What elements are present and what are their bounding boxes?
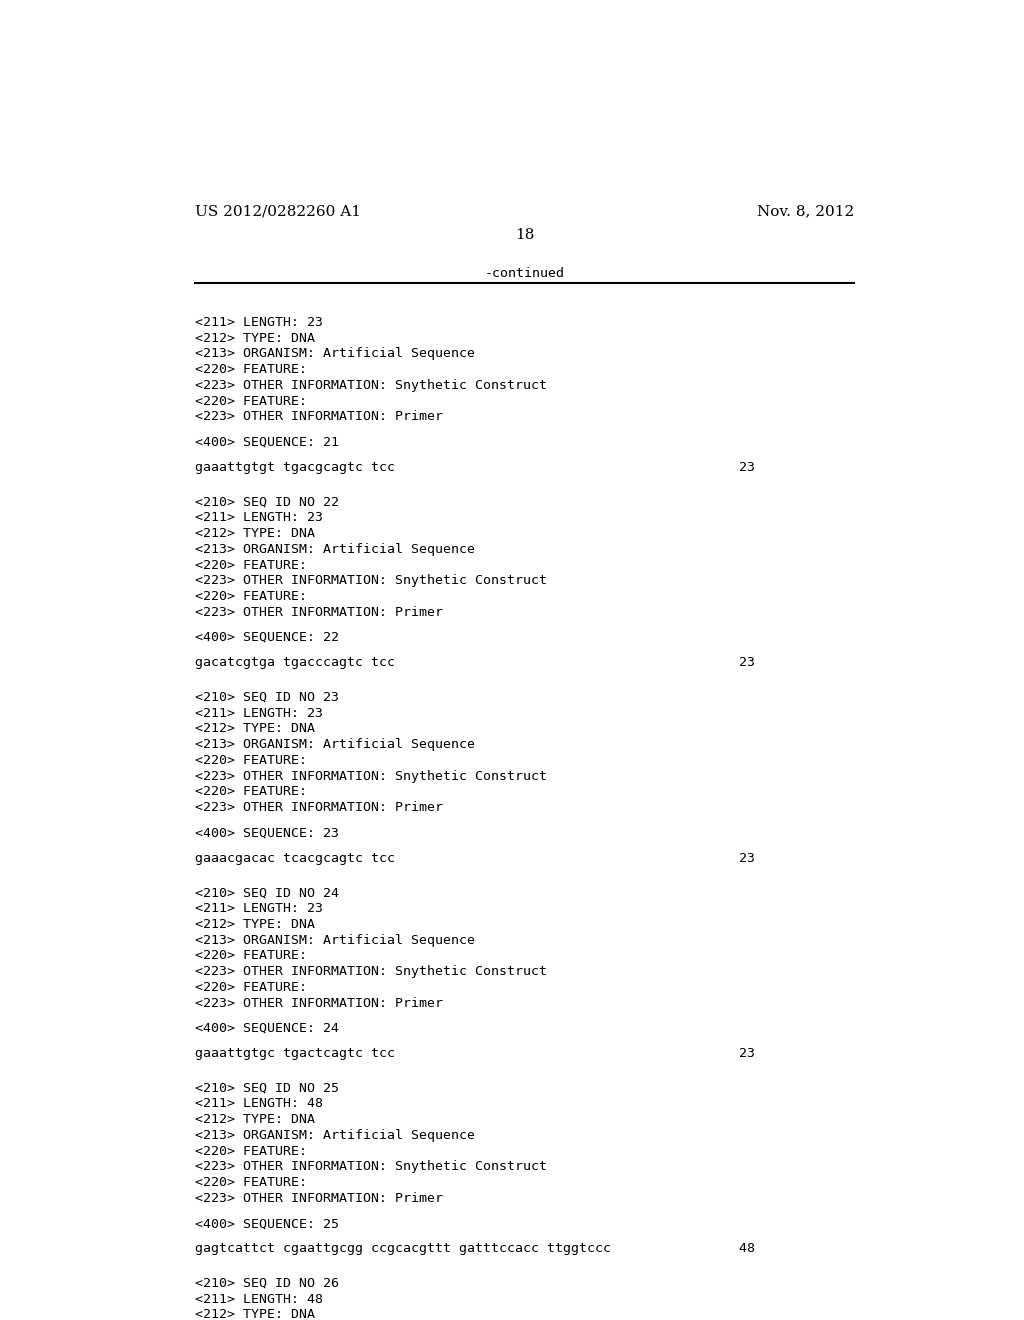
Text: gaaacgacac tcacgcagtc tcc                                           23: gaaacgacac tcacgcagtc tcc 23 <box>196 851 756 865</box>
Text: <212> TYPE: DNA: <212> TYPE: DNA <box>196 722 315 735</box>
Text: <220> FEATURE:: <220> FEATURE: <box>196 785 307 799</box>
Text: <212> TYPE: DNA: <212> TYPE: DNA <box>196 1113 315 1126</box>
Text: gaaattgtgt tgacgcagtc tcc                                           23: gaaattgtgt tgacgcagtc tcc 23 <box>196 461 756 474</box>
Text: <212> TYPE: DNA: <212> TYPE: DNA <box>196 527 315 540</box>
Text: <213> ORGANISM: Artificial Sequence: <213> ORGANISM: Artificial Sequence <box>196 1129 475 1142</box>
Text: <223> OTHER INFORMATION: Primer: <223> OTHER INFORMATION: Primer <box>196 801 443 814</box>
Text: <213> ORGANISM: Artificial Sequence: <213> ORGANISM: Artificial Sequence <box>196 347 475 360</box>
Text: <220> FEATURE:: <220> FEATURE: <box>196 590 307 603</box>
Text: <223> OTHER INFORMATION: Snythetic Construct: <223> OTHER INFORMATION: Snythetic Const… <box>196 379 548 392</box>
Text: <211> LENGTH: 23: <211> LENGTH: 23 <box>196 706 324 719</box>
Text: <210> SEQ ID NO 26: <210> SEQ ID NO 26 <box>196 1276 340 1290</box>
Text: <220> FEATURE:: <220> FEATURE: <box>196 363 307 376</box>
Text: gagtcattct cgaattgcgg ccgcacgttt gatttccacc ttggtccc                48: gagtcattct cgaattgcgg ccgcacgttt gatttcc… <box>196 1242 756 1255</box>
Text: <223> OTHER INFORMATION: Primer: <223> OTHER INFORMATION: Primer <box>196 411 443 424</box>
Text: <220> FEATURE:: <220> FEATURE: <box>196 754 307 767</box>
Text: <210> SEQ ID NO 23: <210> SEQ ID NO 23 <box>196 690 340 704</box>
Text: <211> LENGTH: 23: <211> LENGTH: 23 <box>196 511 324 524</box>
Text: <220> FEATURE:: <220> FEATURE: <box>196 981 307 994</box>
Text: <213> ORGANISM: Artificial Sequence: <213> ORGANISM: Artificial Sequence <box>196 933 475 946</box>
Text: <223> OTHER INFORMATION: Snythetic Construct: <223> OTHER INFORMATION: Snythetic Const… <box>196 574 548 587</box>
Text: <210> SEQ ID NO 25: <210> SEQ ID NO 25 <box>196 1081 340 1094</box>
Text: Nov. 8, 2012: Nov. 8, 2012 <box>757 205 854 218</box>
Text: gaaattgtgc tgactcagtc tcc                                           23: gaaattgtgc tgactcagtc tcc 23 <box>196 1047 756 1060</box>
Text: US 2012/0282260 A1: US 2012/0282260 A1 <box>196 205 361 218</box>
Text: <223> OTHER INFORMATION: Snythetic Construct: <223> OTHER INFORMATION: Snythetic Const… <box>196 1160 548 1173</box>
Text: <400> SEQUENCE: 24: <400> SEQUENCE: 24 <box>196 1022 340 1035</box>
Text: <213> ORGANISM: Artificial Sequence: <213> ORGANISM: Artificial Sequence <box>196 738 475 751</box>
Text: <211> LENGTH: 23: <211> LENGTH: 23 <box>196 315 324 329</box>
Text: -continued: -continued <box>484 267 565 280</box>
Text: <400> SEQUENCE: 21: <400> SEQUENCE: 21 <box>196 436 340 449</box>
Text: <211> LENGTH: 48: <211> LENGTH: 48 <box>196 1292 324 1305</box>
Text: <223> OTHER INFORMATION: Primer: <223> OTHER INFORMATION: Primer <box>196 997 443 1010</box>
Text: <400> SEQUENCE: 22: <400> SEQUENCE: 22 <box>196 631 340 644</box>
Text: <223> OTHER INFORMATION: Primer: <223> OTHER INFORMATION: Primer <box>196 606 443 619</box>
Text: <211> LENGTH: 48: <211> LENGTH: 48 <box>196 1097 324 1110</box>
Text: <213> ORGANISM: Artificial Sequence: <213> ORGANISM: Artificial Sequence <box>196 543 475 556</box>
Text: <220> FEATURE:: <220> FEATURE: <box>196 1176 307 1189</box>
Text: <223> OTHER INFORMATION: Snythetic Construct: <223> OTHER INFORMATION: Snythetic Const… <box>196 770 548 783</box>
Text: <220> FEATURE:: <220> FEATURE: <box>196 558 307 572</box>
Text: <212> TYPE: DNA: <212> TYPE: DNA <box>196 1308 315 1320</box>
Text: <212> TYPE: DNA: <212> TYPE: DNA <box>196 331 315 345</box>
Text: <400> SEQUENCE: 23: <400> SEQUENCE: 23 <box>196 826 340 840</box>
Text: <220> FEATURE:: <220> FEATURE: <box>196 395 307 408</box>
Text: <210> SEQ ID NO 22: <210> SEQ ID NO 22 <box>196 495 340 508</box>
Text: <223> OTHER INFORMATION: Snythetic Construct: <223> OTHER INFORMATION: Snythetic Const… <box>196 965 548 978</box>
Text: <211> LENGTH: 23: <211> LENGTH: 23 <box>196 902 324 915</box>
Text: <400> SEQUENCE: 25: <400> SEQUENCE: 25 <box>196 1217 340 1230</box>
Text: <220> FEATURE:: <220> FEATURE: <box>196 949 307 962</box>
Text: <212> TYPE: DNA: <212> TYPE: DNA <box>196 917 315 931</box>
Text: gacatcgtga tgacccagtc tcc                                           23: gacatcgtga tgacccagtc tcc 23 <box>196 656 756 669</box>
Text: <220> FEATURE:: <220> FEATURE: <box>196 1144 307 1158</box>
Text: 18: 18 <box>515 227 535 242</box>
Text: <210> SEQ ID NO 24: <210> SEQ ID NO 24 <box>196 886 340 899</box>
Text: <223> OTHER INFORMATION: Primer: <223> OTHER INFORMATION: Primer <box>196 1192 443 1205</box>
